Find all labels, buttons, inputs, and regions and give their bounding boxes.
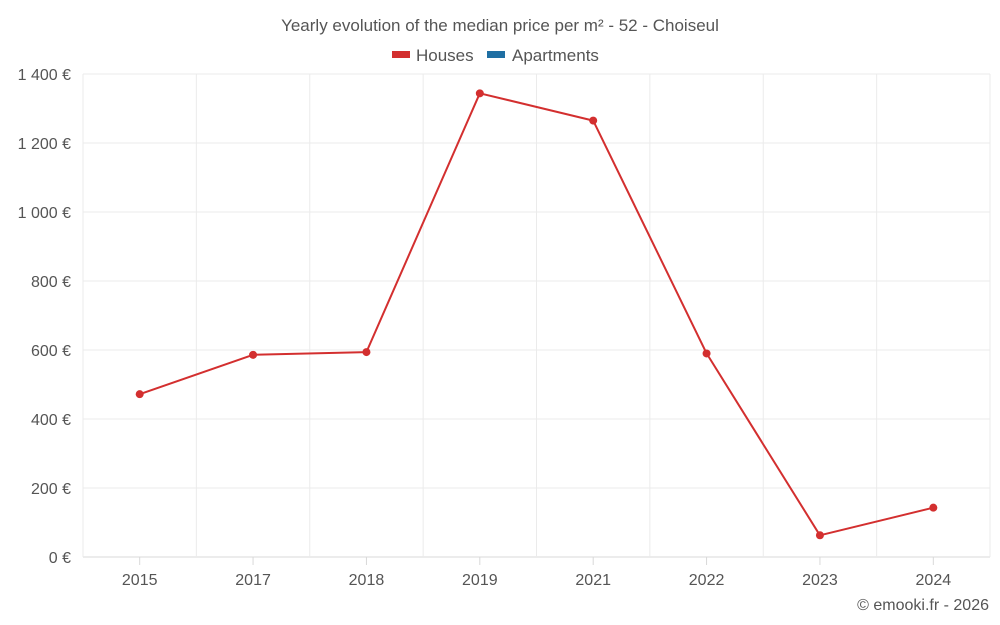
x-tick-label: 2022 bbox=[689, 572, 725, 589]
y-tick-label: 0 € bbox=[49, 550, 71, 567]
chart-title: Yearly evolution of the median price per… bbox=[281, 16, 719, 35]
legend-swatch-houses bbox=[392, 51, 410, 58]
x-tick-label: 2018 bbox=[349, 572, 385, 589]
legend: Houses Apartments bbox=[392, 46, 599, 65]
data-point[interactable] bbox=[475, 89, 484, 98]
x-tick-label: 2015 bbox=[122, 572, 158, 589]
data-point[interactable] bbox=[589, 116, 598, 125]
y-tick-label: 1 000 € bbox=[18, 205, 71, 222]
legend-label-apartments[interactable]: Apartments bbox=[512, 46, 599, 65]
data-point[interactable] bbox=[249, 350, 258, 359]
data-point[interactable] bbox=[362, 348, 371, 357]
x-tick-label: 2021 bbox=[575, 572, 611, 589]
legend-label-houses[interactable]: Houses bbox=[416, 46, 474, 65]
x-tick-label: 2024 bbox=[916, 572, 952, 589]
y-tick-label: 200 € bbox=[31, 481, 71, 498]
series-line bbox=[139, 92, 934, 537]
credit-text: © emooki.fr - 2026 bbox=[857, 597, 989, 614]
data-point[interactable] bbox=[135, 390, 144, 399]
data-point[interactable] bbox=[815, 531, 824, 540]
legend-swatch-apartments bbox=[487, 51, 505, 58]
y-axis-ticks: 0 € 200 € 400 € 600 € 800 € 1 000 € 1 200 € 1 4… bbox=[18, 67, 71, 567]
grid bbox=[82, 73, 991, 558]
y-tick-label: 400 € bbox=[31, 412, 71, 429]
x-tick-label: 2023 bbox=[802, 572, 838, 589]
x-tick-label: 2017 bbox=[235, 572, 271, 589]
x-tick-label: 2019 bbox=[462, 572, 498, 589]
y-tick-label: 1 400 € bbox=[18, 67, 71, 84]
y-tick-label: 1 200 € bbox=[18, 136, 71, 153]
y-tick-label: 800 € bbox=[31, 274, 71, 291]
x-axis-ticks: 2015 2017 2018 2019 2021 2022 2023 2024 bbox=[122, 557, 951, 589]
data-point[interactable] bbox=[702, 349, 711, 358]
y-tick-label: 600 € bbox=[31, 343, 71, 360]
series-houses bbox=[135, 89, 938, 540]
data-point[interactable] bbox=[929, 503, 938, 512]
